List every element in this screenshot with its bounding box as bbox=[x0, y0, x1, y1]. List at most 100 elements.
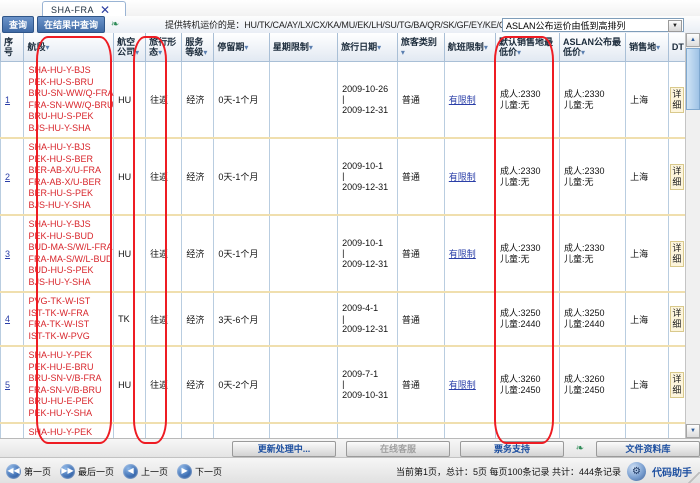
detail-button[interactable]: 详细 bbox=[669, 163, 684, 190]
sort-indicator-icon[interactable]: ▾ bbox=[203, 47, 208, 57]
column-header-aslanprice[interactable]: ASLAN公布最低价▾ bbox=[559, 33, 627, 62]
sales-place-value: 上海 bbox=[630, 95, 649, 105]
price-line: 儿童:无 bbox=[564, 253, 594, 264]
sort-indicator-icon[interactable]: ▾ bbox=[400, 47, 405, 57]
column-header-triptype[interactable]: 旅行形态▾ bbox=[145, 33, 183, 62]
update-processing-button[interactable]: 更新处理中... bbox=[232, 440, 336, 457]
route-segment: SHA-HU-Y-BJS bbox=[28, 219, 91, 229]
sort-order-value: ASLAN公布运价由低到高排列 bbox=[506, 20, 626, 31]
cell-stay-period: 0天-2个月 bbox=[213, 345, 270, 424]
route-segment: SHA-HU-Y-BJS bbox=[28, 142, 91, 152]
query-button[interactable]: 查询 bbox=[2, 16, 35, 33]
file-library-button[interactable]: 文件资料库 bbox=[596, 440, 700, 457]
table-row[interactable]: 3 SHA-HU-Y-BJS PEK-HU-S-BUD BUD-MA-S/W/L-FR… bbox=[0, 214, 687, 293]
sort-indicator-icon[interactable]: ▾ bbox=[656, 42, 661, 52]
table-row[interactable]: 5 SHA-HU-Y-PEK PEK-HU-E-BRU BRU-SN-V/B-FRA F… bbox=[0, 345, 687, 424]
detail-button[interactable]: 详细 bbox=[669, 306, 684, 332]
detail-button[interactable]: 详细 bbox=[669, 86, 684, 113]
cell-travel-date: 2009-7-1|2009-10-31 bbox=[337, 422, 398, 438]
column-header-airline[interactable]: 航空公司▾ bbox=[113, 33, 147, 62]
close-icon[interactable]: ✕ bbox=[100, 2, 111, 17]
row-index-link[interactable]: 5 bbox=[5, 379, 11, 390]
column-header-route[interactable]: 航段▾ bbox=[23, 33, 115, 62]
price-line: 成人:2330 bbox=[564, 165, 605, 176]
travel-date-part: 2009-7-1 bbox=[342, 368, 379, 379]
ticket-support-button[interactable]: 票务支持 bbox=[460, 440, 564, 457]
cell-airline: HU bbox=[113, 422, 147, 438]
sort-indicator-icon[interactable]: ▾ bbox=[377, 42, 382, 52]
route-segment: FRA-AB-X/U-BER bbox=[28, 176, 101, 187]
flight-limit-link[interactable]: 有限制 bbox=[448, 95, 476, 105]
cell-trip-type-value: 往返 bbox=[150, 172, 169, 182]
results-grid-container: 序号 航段▾ 航空公司▾ 旅行形态▾ 服务等级▾ 停留期▾ 星期限制▾ 旅行日期▾ 旅客类别▾ 航… bbox=[0, 33, 700, 439]
sort-order-select[interactable]: ASLAN公布运价由低到高排列 ▼ bbox=[502, 18, 684, 32]
route-segment: BUD-MA-S/W/L-FRA bbox=[28, 242, 113, 252]
flight-limit-link[interactable]: 有限制 bbox=[448, 249, 476, 259]
column-header-stay[interactable]: 停留期▾ bbox=[213, 33, 270, 62]
column-header-cabin[interactable]: 服务等级▾ bbox=[181, 33, 215, 62]
search-in-results-button[interactable]: 在结果中查询 bbox=[37, 16, 106, 33]
flight-limit-link[interactable]: 有限制 bbox=[448, 172, 476, 182]
cell-travel-date: 2009-10-1 | 2009-12-31 bbox=[337, 137, 398, 216]
row-index-link[interactable]: 3 bbox=[5, 248, 11, 259]
sort-indicator-icon[interactable]: ▾ bbox=[45, 42, 50, 52]
detail-button[interactable]: 详细 bbox=[669, 240, 684, 267]
sort-indicator-icon[interactable]: ▾ bbox=[581, 47, 586, 57]
column-header-paxtype[interactable]: 旅客类别▾ bbox=[396, 33, 445, 62]
sort-indicator-icon[interactable]: ▾ bbox=[158, 47, 163, 57]
cell-detail: 详细 bbox=[667, 345, 687, 424]
price-line: 儿童:无 bbox=[564, 176, 594, 187]
pager-arrow-icon: ◀ bbox=[123, 463, 139, 479]
travel-date-part: 2009-10-1 bbox=[342, 237, 384, 248]
refresh-icon[interactable]: ❧ bbox=[110, 19, 120, 30]
sort-indicator-icon[interactable]: ▾ bbox=[517, 47, 522, 57]
travel-date-part: | bbox=[342, 313, 345, 324]
cell-weekday-limit bbox=[268, 345, 339, 424]
scrollbar-thumb[interactable] bbox=[686, 48, 700, 110]
row-index-link[interactable]: 4 bbox=[5, 314, 11, 324]
sales-place-value: 上海 bbox=[630, 172, 649, 182]
table-row[interactable]: 2 SHA-HU-Y-BJS PEK-HU-S-BER BER-AB-X/U-FRA F… bbox=[0, 137, 687, 216]
table-row[interactable]: 4 PVG-TK-W-IST IST-TK-W-FRA FRA-TK-W-IST IST… bbox=[0, 291, 687, 347]
cell-local-lowest-price: 成人:2330 儿童:无 bbox=[494, 214, 561, 293]
cell-flight-limit: 有限制 bbox=[443, 137, 497, 216]
detail-button[interactable]: 详细 bbox=[669, 371, 684, 398]
cell-cabin-class-value: 经济 bbox=[186, 249, 205, 259]
code-assistant-link[interactable]: 代码助手 bbox=[652, 467, 692, 479]
sort-indicator-icon[interactable]: ▾ bbox=[483, 42, 488, 52]
cell-route: SHA-HU-Y-PEK PEK-HU-E-BRU BRU-SN-V/B-FRA FR… bbox=[23, 345, 115, 424]
table-row[interactable]: 6SHA-HU-Y-PEKPEK-HU-E-BERBER-AB-X/U-FRAF… bbox=[0, 422, 687, 438]
route-segment: FRA-TK-W-IST bbox=[28, 319, 90, 329]
column-header-salesplace[interactable]: 销售地▾ bbox=[625, 33, 669, 62]
grid-scrollbar[interactable]: ▲ ▼ bbox=[685, 33, 700, 438]
price-line: 成人:2330 bbox=[564, 88, 605, 99]
sort-indicator-icon[interactable]: ▾ bbox=[135, 47, 140, 57]
column-header-localprice[interactable]: 默认销售地最低价▾ bbox=[494, 33, 561, 62]
pager-label: 第一页 bbox=[24, 466, 52, 477]
price-line: 成人:3260 bbox=[500, 373, 541, 384]
flight-limit-link[interactable]: 有限制 bbox=[448, 380, 476, 390]
sort-indicator-icon[interactable]: ▾ bbox=[244, 42, 249, 52]
next-page-button[interactable]: ▶ 下一页 bbox=[177, 463, 222, 479]
scroll-up-icon[interactable]: ▲ bbox=[686, 33, 700, 47]
tab-sha-fra[interactable]: SHA-FRA ✕ bbox=[42, 1, 126, 17]
cell-aslan-lowest-price: 成人:2330 儿童:无 bbox=[559, 214, 627, 293]
sort-indicator-icon[interactable]: ▾ bbox=[308, 42, 313, 52]
prev-page-button[interactable]: ◀ 上一页 bbox=[123, 463, 168, 479]
chevron-down-icon[interactable]: ▼ bbox=[668, 20, 682, 32]
scroll-down-icon[interactable]: ▼ bbox=[686, 424, 700, 438]
first-page-button[interactable]: ◀◀ 第一页 bbox=[6, 463, 52, 479]
column-header-flightlimit[interactable]: 航班限制▾ bbox=[443, 33, 497, 62]
last-page-button[interactable]: ▶▶ 最后一页 bbox=[60, 463, 114, 479]
pax-type-value: 普通 bbox=[401, 95, 420, 105]
row-index-link[interactable]: 1 bbox=[5, 94, 11, 105]
cell-airline-value: HU bbox=[118, 94, 132, 105]
column-header-traveldate[interactable]: 旅行日期▾ bbox=[337, 33, 398, 62]
table-row[interactable]: 1 SHA-HU-Y-BJS PEK-HU-S-BRU BRU-SN-WW/Q-FRA… bbox=[0, 61, 687, 139]
assistant-icon[interactable]: ⚙ bbox=[627, 461, 646, 481]
record-count-text: 当前第1页，总计：5页 每页100条记录 共计：444条记录 bbox=[395, 466, 621, 477]
column-header-weekday[interactable]: 星期限制▾ bbox=[268, 33, 339, 62]
row-index-link[interactable]: 2 bbox=[5, 171, 11, 182]
resize-grip[interactable] bbox=[688, 472, 700, 483]
